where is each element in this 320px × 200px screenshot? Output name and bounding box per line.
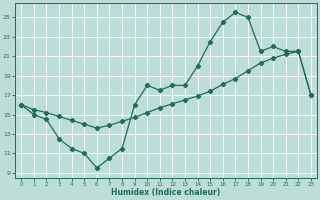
X-axis label: Humidex (Indice chaleur): Humidex (Indice chaleur) [111,188,221,197]
